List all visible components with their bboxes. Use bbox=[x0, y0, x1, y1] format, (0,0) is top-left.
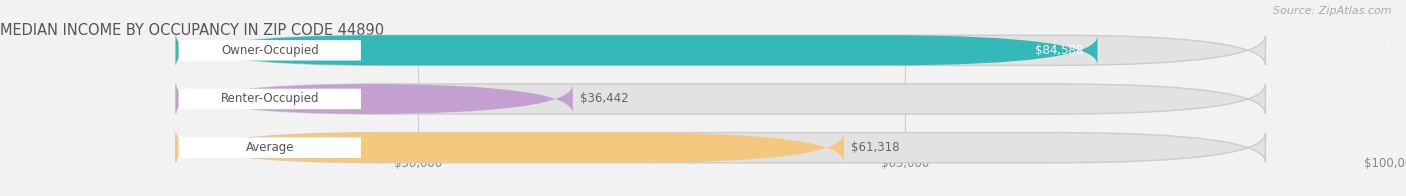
Text: Owner-Occupied: Owner-Occupied bbox=[221, 44, 319, 57]
Text: Source: ZipAtlas.com: Source: ZipAtlas.com bbox=[1274, 6, 1392, 16]
Text: $84,588: $84,588 bbox=[1035, 44, 1084, 57]
Text: Average: Average bbox=[246, 141, 294, 154]
Text: Renter-Occupied: Renter-Occupied bbox=[221, 93, 319, 105]
Text: MEDIAN INCOME BY OCCUPANCY IN ZIP CODE 44890: MEDIAN INCOME BY OCCUPANCY IN ZIP CODE 4… bbox=[0, 23, 384, 38]
Text: $36,442: $36,442 bbox=[579, 93, 628, 105]
Text: $61,318: $61,318 bbox=[851, 141, 900, 154]
